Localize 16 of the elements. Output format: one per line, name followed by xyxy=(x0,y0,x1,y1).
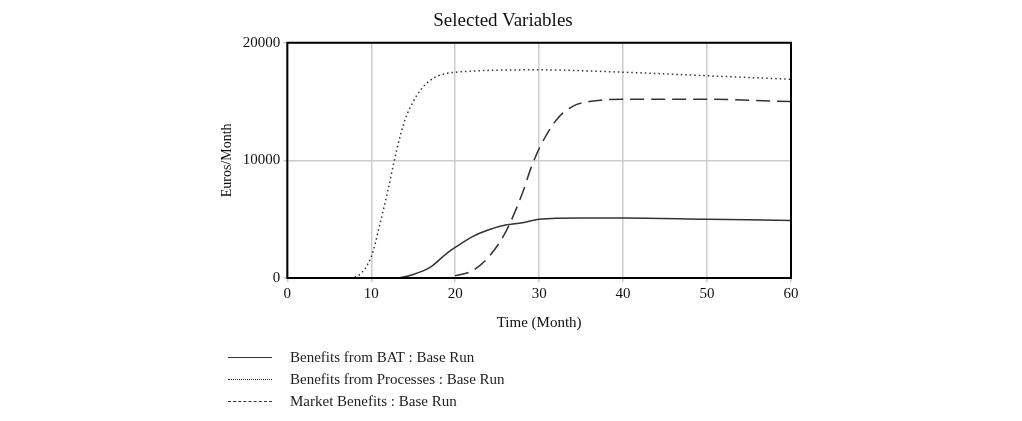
x-tick-label: 20 xyxy=(447,284,463,301)
legend-label: Market Benefits : Base Run xyxy=(290,392,457,410)
y-tick-label: 0 xyxy=(272,268,281,285)
x-tick-label: 0 xyxy=(283,284,292,301)
legend-label: Benefits from BAT : Base Run xyxy=(290,348,475,366)
x-tick-label: 40 xyxy=(615,284,631,301)
legend-label: Benefits from Processes : Base Run xyxy=(290,370,505,388)
x-tick-label: 30 xyxy=(531,284,547,301)
y-tick-label: 10000 xyxy=(242,151,281,168)
x-tick-label: 60 xyxy=(783,284,799,301)
y-tick-label: 20000 xyxy=(242,33,281,50)
x-tick-label: 50 xyxy=(699,284,715,301)
y-axis-title: Euros/Month xyxy=(219,123,235,198)
x-axis-title: Time (Month) xyxy=(496,313,582,331)
chart-title: Selected Variables xyxy=(433,9,573,31)
x-tick-label: 10 xyxy=(363,284,379,301)
